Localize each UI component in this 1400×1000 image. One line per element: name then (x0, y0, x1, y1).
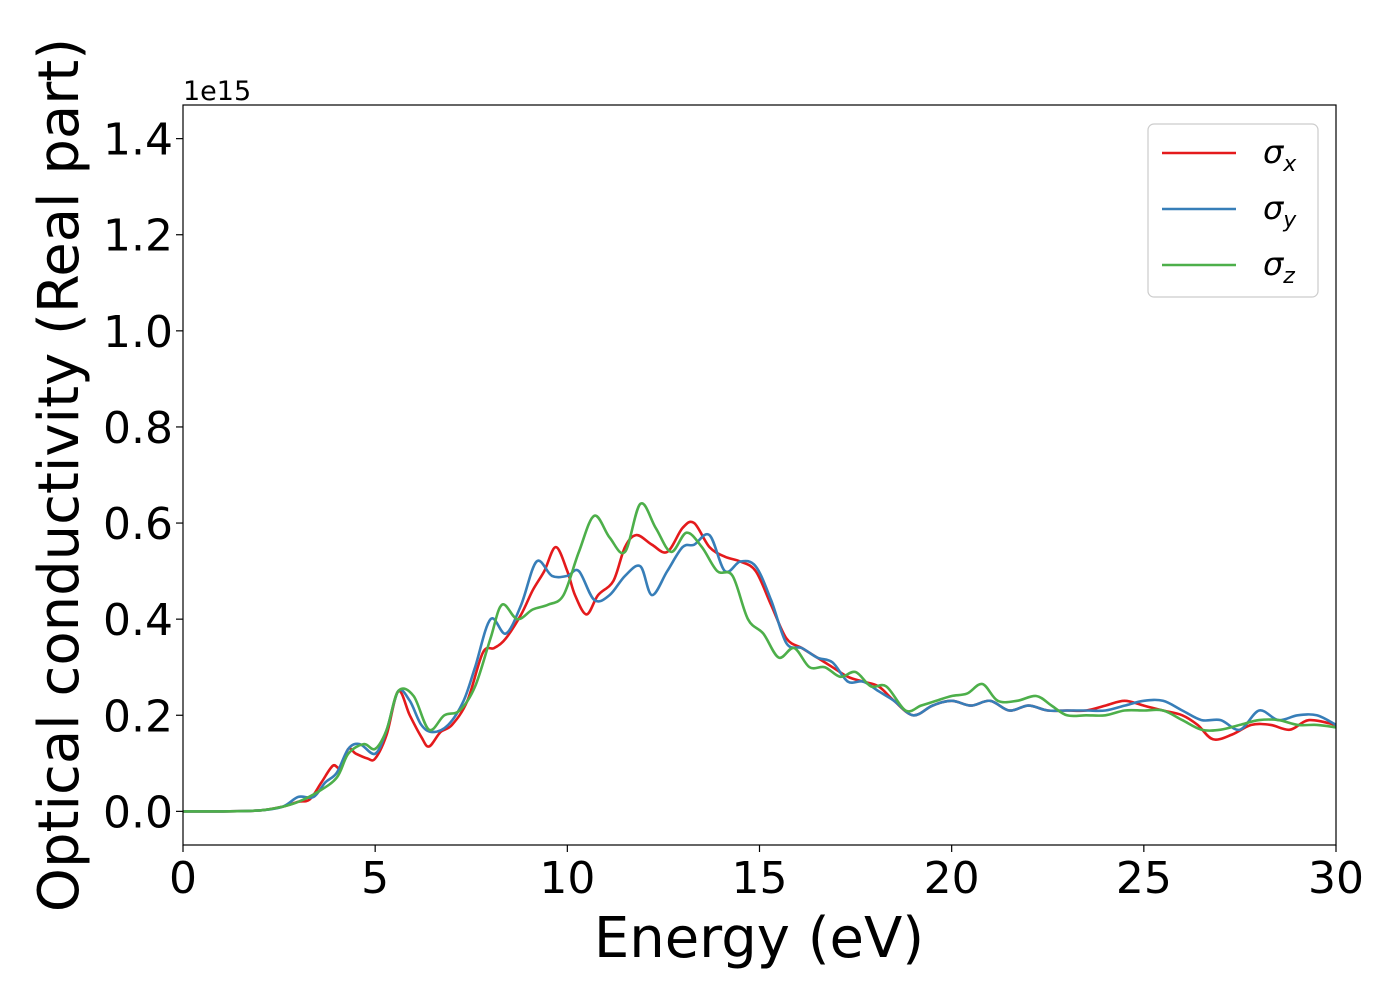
x-tick-label: 30 (1308, 853, 1364, 904)
series-line-z (183, 502, 1336, 813)
legend-label-x: σx (1263, 133, 1297, 177)
y-tick-label: 0.8 (103, 403, 173, 454)
y-tick-label: 0.4 (103, 595, 173, 646)
legend-frame (1147, 123, 1319, 298)
y-offset-label: 1e15 (183, 76, 251, 107)
x-tick-label: 20 (924, 853, 980, 904)
y-tick-label: 0.2 (103, 691, 173, 742)
legend-label-z: σz (1263, 245, 1295, 289)
y-axis-ticks: 0.0 0.2 0.4 0.6 0.8 1.0 1.2 1.4 (103, 115, 183, 838)
y-axis-label: Optical conductivity (Real part) (27, 38, 92, 912)
y-tick-label: 1.4 (103, 115, 173, 166)
y-tick-label: 0.0 (103, 787, 173, 838)
y-tick-label: 1.2 (103, 211, 173, 262)
x-tick-label: 10 (539, 853, 595, 904)
legend-label-y: σy (1263, 189, 1297, 233)
legend: σx σy σz (1147, 123, 1319, 298)
x-tick-label: 25 (1116, 853, 1172, 904)
x-tick-label: 0 (169, 853, 197, 904)
series-line-x (183, 520, 1336, 813)
series-layer (183, 502, 1336, 813)
y-tick-label: 0.6 (103, 499, 173, 550)
y-tick-label: 1.0 (103, 307, 173, 358)
x-tick-label: 5 (361, 853, 389, 904)
x-tick-label: 15 (732, 853, 788, 904)
x-axis-ticks: 0 5 10 15 20 25 30 (169, 845, 1364, 904)
x-axis-label: Energy (eV) (594, 906, 924, 971)
